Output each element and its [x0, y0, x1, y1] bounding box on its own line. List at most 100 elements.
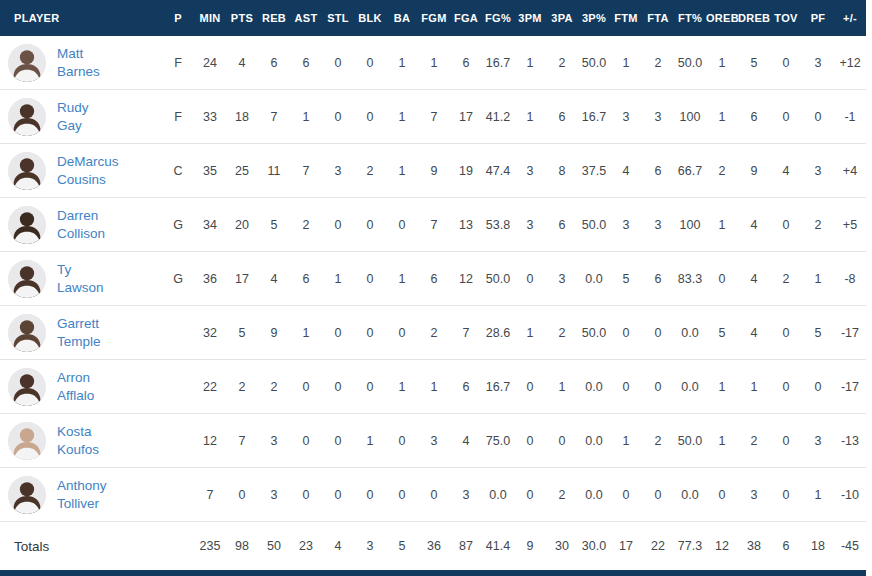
stat-reb: 7	[258, 110, 290, 124]
totals-stat-oreb: 12	[706, 539, 738, 553]
player-avatar[interactable]	[8, 206, 46, 244]
stat-3p: 0.0	[578, 488, 610, 502]
player-avatar[interactable]	[8, 152, 46, 190]
stat-ft: 0.0	[674, 488, 706, 502]
player-avatar[interactable]	[8, 260, 46, 298]
player-last-name: Tolliver	[57, 495, 107, 513]
column-header-fga: FGA	[450, 12, 482, 24]
stat-ft: 50.0	[674, 56, 706, 70]
stat-min: 36	[194, 272, 226, 286]
stat-dreb: 6	[738, 110, 770, 124]
stat-p: F	[162, 110, 194, 124]
stat-min: 35	[194, 164, 226, 178]
player-avatar[interactable]	[8, 422, 46, 460]
player-avatar[interactable]	[8, 368, 46, 406]
stat-blk: 0	[354, 218, 386, 232]
table-body: Matt Barnes F244660011616.71250.01250.01…	[0, 36, 866, 522]
stat-blk: 2	[354, 164, 386, 178]
stat-plus-minus: -13	[834, 434, 866, 448]
stat-3pm: 3	[514, 164, 546, 178]
stat-blk: 0	[354, 56, 386, 70]
column-header-pf: PF	[802, 12, 834, 24]
stat-fgm: 3	[418, 434, 450, 448]
player-avatar[interactable]	[8, 44, 46, 82]
stat-ast: 0	[290, 488, 322, 502]
stat-fga: 13	[450, 218, 482, 232]
column-header-pts: PTS	[226, 12, 258, 24]
column-header-plus-minus: +/-	[834, 12, 866, 24]
stat-fta: 0	[642, 326, 674, 340]
stat-stl: 0	[322, 110, 354, 124]
stat-ba: 1	[386, 164, 418, 178]
player-cell: Matt Barnes	[0, 36, 162, 89]
totals-stat-blk: 3	[354, 539, 386, 553]
player-first-name: Ty	[57, 261, 104, 279]
column-header-blk: BLK	[354, 12, 386, 24]
stat-pts: 18	[226, 110, 258, 124]
player-name-link[interactable]: Arron Afflalo	[57, 369, 94, 405]
stat-ftm: 0	[610, 326, 642, 340]
totals-stat-plus-minus: -45	[834, 539, 866, 553]
stat-3pa: 0	[546, 434, 578, 448]
totals-stat-dreb: 38	[738, 539, 770, 553]
player-avatar[interactable]	[8, 98, 46, 136]
totals-label: Totals	[0, 539, 162, 554]
stat-reb: 5	[258, 218, 290, 232]
stat-min: 34	[194, 218, 226, 232]
stat-fgm: 2	[418, 326, 450, 340]
stat-fga: 19	[450, 164, 482, 178]
player-name-link[interactable]: Rudy Gay	[57, 99, 89, 135]
stat-stl: 0	[322, 326, 354, 340]
totals-stat-tov: 6	[770, 539, 802, 553]
stat-oreb: 1	[706, 56, 738, 70]
stat-plus-minus: -1	[834, 110, 866, 124]
player-cell: Garrett Temple	[0, 306, 162, 359]
player-avatar[interactable]	[8, 476, 46, 514]
stat-tov: 2	[770, 272, 802, 286]
column-header-dreb: DREB	[738, 12, 770, 24]
player-cell: Rudy Gay	[0, 90, 162, 143]
player-row: Matt Barnes F244660011616.71250.01250.01…	[0, 36, 866, 90]
totals-stat-pf: 18	[802, 539, 834, 553]
player-name-link[interactable]: Anthony Tolliver	[57, 477, 107, 513]
player-name-link[interactable]: Darren Collison	[57, 207, 105, 243]
player-name-link[interactable]: Matt Barnes	[57, 45, 100, 81]
stat-fta: 2	[642, 434, 674, 448]
column-header-p: P	[162, 12, 194, 24]
column-header-fgm: FGM	[418, 12, 450, 24]
stat-blk: 0	[354, 488, 386, 502]
stat-fg: 16.7	[482, 380, 514, 394]
stat-fta: 0	[642, 380, 674, 394]
stat-fga: 6	[450, 380, 482, 394]
stat-fga: 6	[450, 56, 482, 70]
stat-fg: 16.7	[482, 56, 514, 70]
stat-ast: 0	[290, 380, 322, 394]
stat-min: 22	[194, 380, 226, 394]
player-last-name: Gay	[57, 117, 89, 135]
stat-3pm: 1	[514, 110, 546, 124]
stat-ftm: 1	[610, 56, 642, 70]
player-last-name: Cousins	[57, 171, 119, 189]
stat-fg: 50.0	[482, 272, 514, 286]
totals-stat-min: 235	[194, 539, 226, 553]
stat-ftm: 0	[610, 488, 642, 502]
stat-ft: 83.3	[674, 272, 706, 286]
stat-blk: 1	[354, 434, 386, 448]
stat-ft: 0.0	[674, 326, 706, 340]
stat-3pa: 1	[546, 380, 578, 394]
column-header-reb: REB	[258, 12, 290, 24]
player-name-link[interactable]: Kosta Koufos	[57, 423, 99, 459]
stat-fgm: 7	[418, 110, 450, 124]
stat-tov: 0	[770, 326, 802, 340]
player-name-link[interactable]: DeMarcus Cousins	[57, 153, 119, 189]
stat-ba: 0	[386, 218, 418, 232]
player-avatar[interactable]	[8, 314, 46, 352]
player-last-name: Temple	[57, 333, 101, 351]
stat-3p: 16.7	[578, 110, 610, 124]
player-first-name: Garrett	[57, 315, 101, 333]
stat-dreb: 2	[738, 434, 770, 448]
stat-reb: 4	[258, 272, 290, 286]
column-header-3pa: 3PA	[546, 12, 578, 24]
player-name-link[interactable]: Garrett Temple	[57, 315, 101, 351]
player-name-link[interactable]: Ty Lawson	[57, 261, 104, 297]
